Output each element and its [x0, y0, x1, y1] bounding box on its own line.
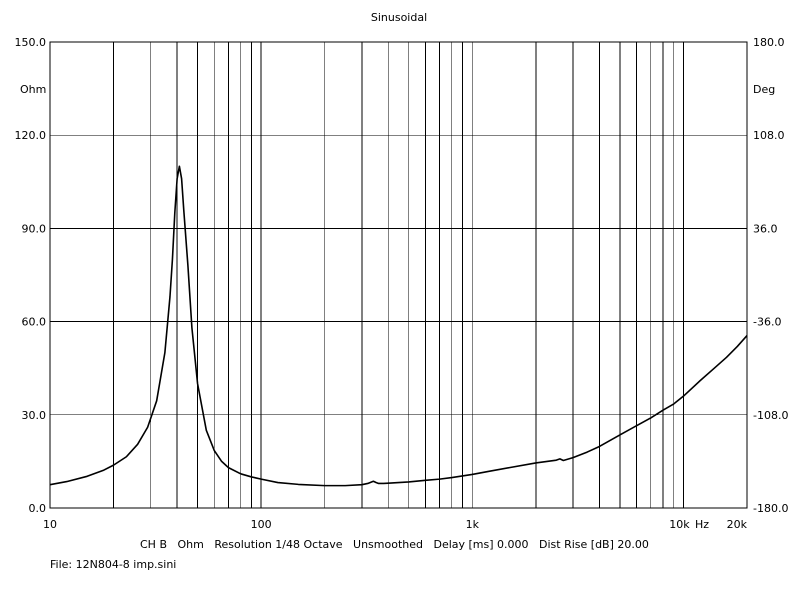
y2-tick-label: 36.0 — [753, 222, 778, 235]
y-tick-label: 90.0 — [22, 222, 47, 235]
y-tick-label: 60.0 — [22, 316, 47, 329]
settings-line: CH B Ohm Resolution 1/48 Octave Unsmooth… — [140, 538, 649, 551]
y2-tick-label: -36.0 — [753, 316, 781, 329]
x-tick-label: 10k — [669, 518, 690, 531]
x-tick-label: 20k — [727, 518, 748, 531]
y2-tick-label: -108.0 — [753, 409, 788, 422]
curve-layer — [49, 165, 748, 487]
y2-axis-label: Deg — [753, 83, 775, 96]
x-tick-label: 1k — [466, 518, 480, 531]
x-axis-unit-label: Hz — [695, 518, 709, 531]
y2-tick-label: 108.0 — [753, 129, 785, 142]
y-tick-label: 30.0 — [22, 409, 47, 422]
file-label: File: 12N804-8 imp.sini — [50, 558, 176, 571]
y-tick-label: 0.0 — [29, 502, 47, 515]
x-tick-label: 10 — [43, 518, 57, 531]
grid — [50, 42, 747, 508]
tick-labels: 0.0 30.0 60.0 90.0 120.0 150.0 -180.0 -108.0 -36… — [15, 36, 789, 531]
chart-title: Sinusoidal — [371, 11, 427, 24]
y-axis-label: Ohm — [20, 83, 46, 96]
y-tick-label: 150.0 — [15, 36, 47, 49]
x-tick-label: 100 — [251, 518, 272, 531]
plot-frame — [49, 41, 748, 509]
y2-tick-label: -180.0 — [753, 502, 788, 515]
y2-tick-label: 180.0 — [753, 36, 785, 49]
y-tick-label: 120.0 — [15, 129, 47, 142]
impedance-curve — [49, 165, 748, 487]
